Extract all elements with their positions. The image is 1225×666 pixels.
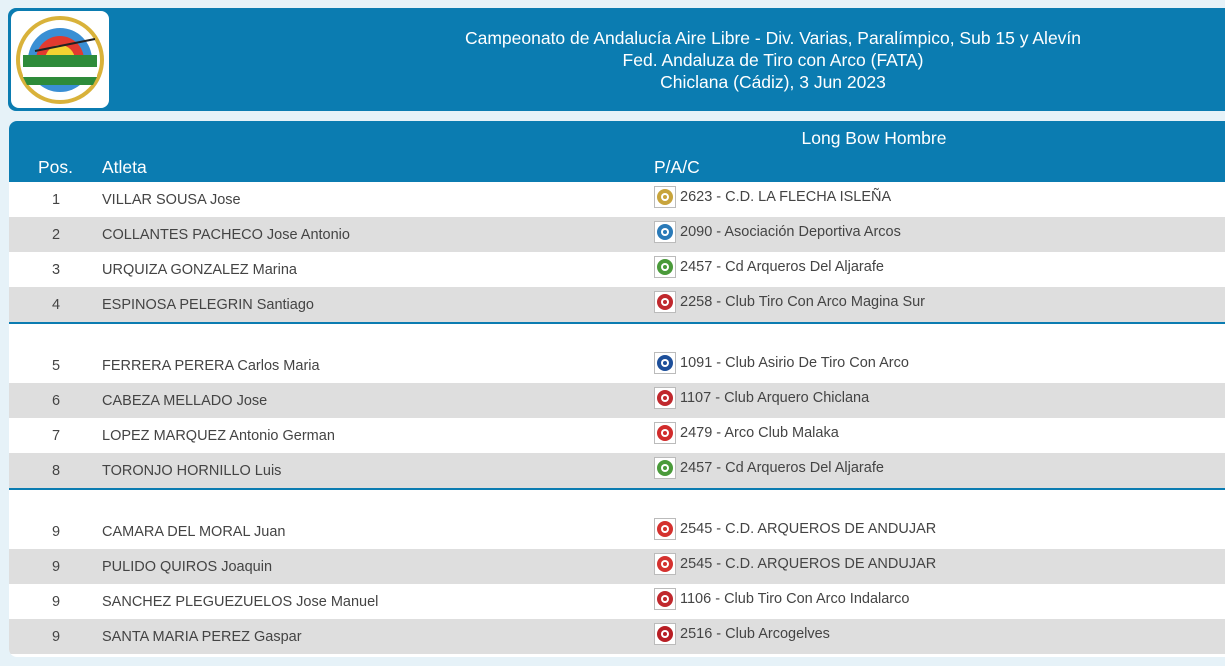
club-cell[interactable]: 2545 - C.D. ARQUEROS DE ANDUJAR [654,518,936,540]
table-row[interactable]: 6 CABEZA MELLADO Jose 1107 - Club Arquero … [9,383,1225,418]
club-label[interactable]: 2457 - Cd Arqueros Del Aljarafe [680,259,884,275]
championship-info: Campeonato de Andalucía Aire Libre - Div… [448,27,1098,93]
group-separator [9,488,1225,514]
column-header-pos: Pos. [38,157,74,177]
position-cell: 1 [51,192,61,208]
club-cell[interactable]: 2623 - C.D. LA FLECHA ISLEÑA [654,186,891,208]
position-cell: 2 [51,227,61,243]
table-row[interactable]: 9 CAMARA DEL MORAL Juan 2545 - C.D. ARQUER… [9,514,1225,549]
athlete-name[interactable]: VILLAR SOUSA Jose [102,192,241,208]
club-cell[interactable]: 2545 - C.D. ARQUEROS DE ANDUJAR [654,553,936,575]
position-cell: 9 [51,594,61,610]
position-cell: 4 [51,297,61,313]
club-magina-sur-icon [654,291,676,313]
table-row[interactable]: 9 PULIDO QUIROS Joaquin 2545 - C.D. ARQUER… [9,549,1225,584]
group-separator [9,322,1225,348]
athlete-name[interactable]: URQUIZA GONZALEZ Marina [102,262,297,278]
position-cell: 8 [51,463,61,479]
club-label[interactable]: 2545 - C.D. ARQUEROS DE ANDUJAR [680,521,937,537]
club-cell[interactable]: 2516 - Club Arcogelves [654,623,830,645]
athlete-name[interactable]: SANTA MARIA PEREZ Gaspar [102,629,302,645]
table-row[interactable]: 1 VILLAR SOUSA Jose 2623 - C.D. LA FLECHA … [9,182,1225,217]
club-label[interactable]: 2516 - Club Arcogelves [680,626,830,642]
position-cell: 5 [51,358,61,374]
athlete-name[interactable]: ESPINOSA PELEGRIN Santiago [102,297,314,313]
athlete-name[interactable]: PULIDO QUIROS Joaquin [102,559,273,575]
club-label[interactable]: 2623 - C.D. LA FLECHA ISLEÑA [680,189,892,205]
club-cell[interactable]: 2479 - Arco Club Malaka [654,422,839,444]
athlete-name[interactable]: CAMARA DEL MORAL Juan [102,524,286,540]
club-cell[interactable]: 2258 - Club Tiro Con Arco Magina Sur [654,291,925,313]
club-chiclana-icon [654,387,676,409]
club-label[interactable]: 2479 - Arco Club Malaka [680,425,839,441]
table-row[interactable]: 3 URQUIZA GONZALEZ Marina 2457 - Cd Arquer… [9,252,1225,287]
table-row[interactable]: 8 TORONJO HORNILLO Luis 2457 - Cd Arqueros… [9,453,1225,488]
position-cell: 6 [51,393,61,409]
position-cell: 3 [51,262,61,278]
club-aljarafe-icon [654,457,676,479]
table-row[interactable]: 5 FERRERA PERERA Carlos Maria 1091 - Club … [9,348,1225,383]
club-label[interactable]: 2457 - Cd Arqueros Del Aljarafe [680,460,884,476]
club-arcogelves-icon [654,623,676,645]
club-cell[interactable]: 1091 - Club Asirio De Tiro Con Arco [654,352,909,374]
club-indalarco-icon [654,588,676,610]
athlete-name[interactable]: SANCHEZ PLEGUEZUELOS Jose Manuel [102,594,379,610]
club-aljarafe-icon [654,256,676,278]
club-label[interactable]: 2258 - Club Tiro Con Arco Magina Sur [680,294,926,310]
club-asirio-icon [654,352,676,374]
club-andujar-icon [654,553,676,575]
results-table-header: Long Bow Hombre Pos. Atleta P/A/C [9,121,1225,182]
results-panel: Long Bow Hombre Pos. Atleta P/A/C 1 VILLA… [9,121,1225,657]
federation-logo[interactable] [11,11,109,108]
club-cell[interactable]: 1107 - Club Arquero Chiclana [654,387,869,409]
page-header: Campeonato de Andalucía Aire Libre - Div… [8,8,1225,111]
position-cell: 9 [51,559,61,575]
athlete-name[interactable]: FERRERA PERERA Carlos Maria [102,358,320,374]
club-flecha-islena-icon [654,186,676,208]
club-cell[interactable]: 2457 - Cd Arqueros Del Aljarafe [654,457,884,479]
federation-name: Fed. Andaluza de Tiro con Arco (FATA) [622,50,924,70]
table-row[interactable]: 7 LOPEZ MARQUEZ Antonio German 2479 - Arco… [9,418,1225,453]
event-location-date: Chiclana (Cádiz), 3 Jun 2023 [660,72,886,92]
results-table-body: 1 VILLAR SOUSA Jose 2623 - C.D. LA FLECHA … [9,182,1225,654]
club-label[interactable]: 1106 - Club Tiro Con Arco Indalarco [680,591,910,607]
table-row[interactable]: 4 ESPINOSA PELEGRIN Santiago 2258 - Club T… [9,287,1225,322]
position-cell: 7 [51,428,61,444]
archery-target-logo-icon [16,15,104,104]
championship-title: Campeonato de Andalucía Aire Libre - Div… [464,28,1082,48]
column-header-club: P/A/C [654,157,700,177]
club-arcos-icon [654,221,676,243]
club-label[interactable]: 1091 - Club Asirio De Tiro Con Arco [680,355,909,371]
club-cell[interactable]: 1106 - Club Tiro Con Arco Indalarco [654,588,909,610]
table-row[interactable]: 2 COLLANTES PACHECO Jose Antonio 2090 - As… [9,217,1225,252]
column-header-athlete: Atleta [102,157,147,177]
athlete-name[interactable]: LOPEZ MARQUEZ Antonio German [102,428,335,444]
athlete-name[interactable]: CABEZA MELLADO Jose [102,393,268,409]
club-andujar-icon [654,518,676,540]
club-label[interactable]: 2090 - Asociación Deportiva Arcos [680,224,901,240]
athlete-name[interactable]: TORONJO HORNILLO Luis [102,463,282,479]
club-cell[interactable]: 2090 - Asociación Deportiva Arcos [654,221,901,243]
athlete-name[interactable]: COLLANTES PACHECO Jose Antonio [102,227,350,243]
position-cell: 9 [51,629,61,645]
club-label[interactable]: 2545 - C.D. ARQUEROS DE ANDUJAR [680,556,937,572]
position-cell: 9 [51,524,61,540]
table-row[interactable]: 9 SANCHEZ PLEGUEZUELOS Jose Manuel 1106 - … [9,584,1225,619]
club-cell[interactable]: 2457 - Cd Arqueros Del Aljarafe [654,256,884,278]
club-label[interactable]: 1107 - Club Arquero Chiclana [680,390,870,406]
club-malaka-icon [654,422,676,444]
table-row[interactable]: 9 SANTA MARIA PEREZ Gaspar 2516 - Club Arc… [9,619,1225,654]
category-title: Long Bow Hombre [801,128,947,148]
